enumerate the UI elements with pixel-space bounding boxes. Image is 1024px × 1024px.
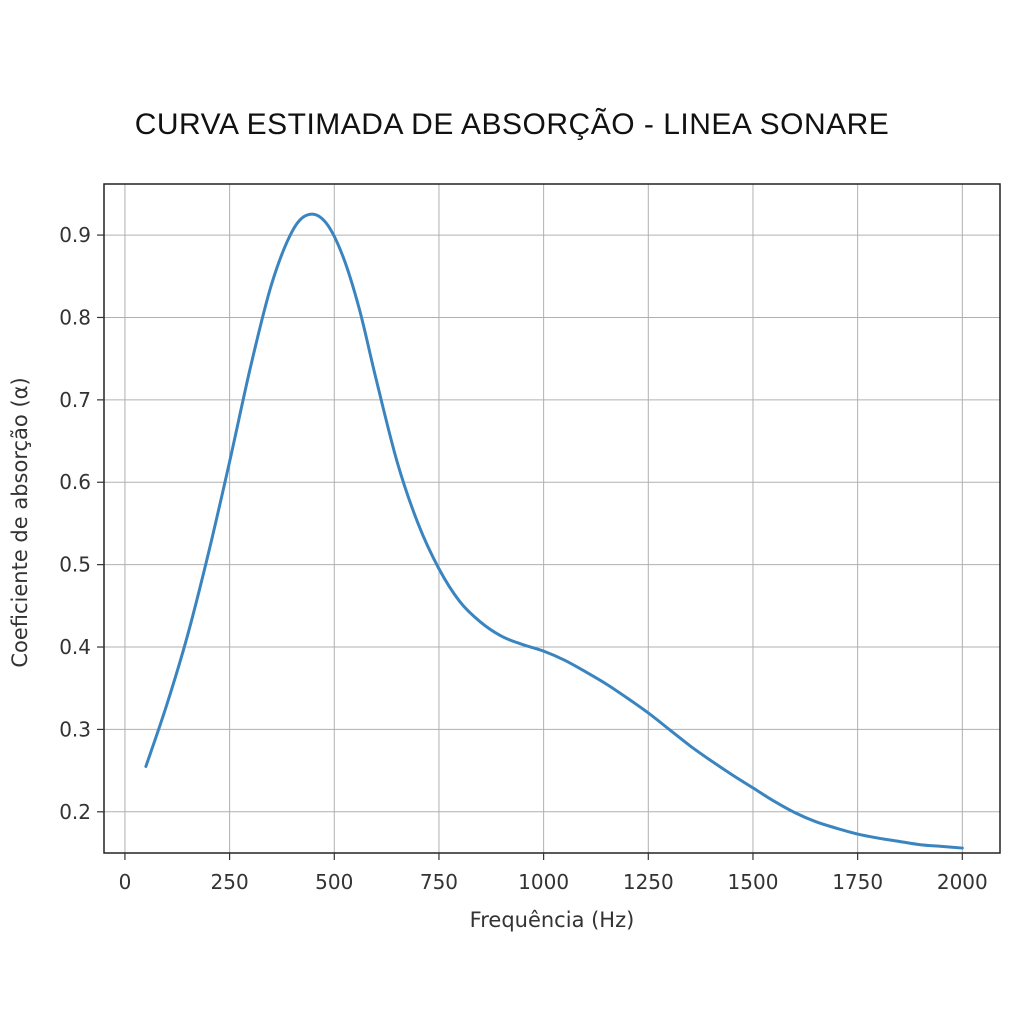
y-tick-label: 0.4	[59, 635, 91, 659]
x-axis-label: Frequência (Hz)	[470, 908, 635, 932]
x-tick-label: 2000	[937, 870, 988, 894]
series-layer	[144, 212, 964, 850]
y-tick-label: 0.6	[59, 470, 91, 494]
y-tick-label: 0.8	[59, 305, 91, 329]
x-tick-label: 1000	[518, 870, 569, 894]
y-axis-label: Coeficiente de absorção (α)	[8, 377, 32, 667]
x-tick-label: 500	[315, 870, 353, 894]
grid	[104, 184, 1000, 853]
x-tick-label: 750	[420, 870, 458, 894]
x-tick-label: 1250	[623, 870, 674, 894]
y-tick-label: 0.5	[59, 553, 91, 577]
y-tick-label: 0.9	[59, 223, 91, 247]
plot-frame	[103, 183, 1001, 854]
x-tick-label: 250	[211, 870, 249, 894]
y-tick-label: 0.7	[59, 388, 91, 412]
series-line	[144, 212, 964, 850]
x-tick-label: 0	[119, 870, 132, 894]
x-tick-label: 1750	[832, 870, 883, 894]
y-tick-label: 0.2	[59, 800, 91, 824]
y-tick-label: 0.3	[59, 717, 91, 741]
ticks: 0 250 500 750 1000 1250 1500 1750 2000 0.2 0.3 0.4 0…	[59, 223, 988, 894]
x-tick-label: 1500	[728, 870, 779, 894]
chart-title: CURVA ESTIMADA DE ABSORÇÃO - LINEA SONAR…	[134, 108, 890, 141]
